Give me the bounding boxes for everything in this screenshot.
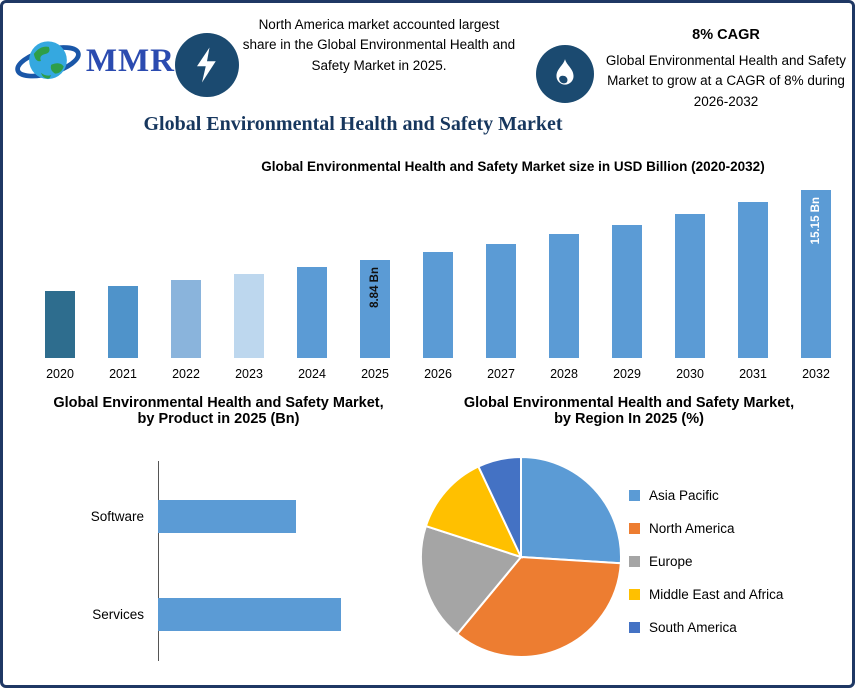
pie-slice-europe <box>419 524 523 636</box>
x-axis-label: 2023 <box>235 367 263 381</box>
bar-column-2025: 8.84 Bn 2025 <box>358 189 392 381</box>
legend-swatch <box>629 622 640 633</box>
product-bar-software <box>158 499 296 533</box>
bar-column-2029: 2029 <box>610 189 644 381</box>
pie-slice-north-america <box>455 555 622 658</box>
flame-badge <box>536 45 594 103</box>
legend-label: Europe <box>649 554 693 569</box>
bar-2025: 8.84 Bn <box>360 260 390 358</box>
bar-value-label: 8.84 Bn <box>369 267 381 308</box>
lightning-badge <box>175 33 239 97</box>
product-chart-plot: Software Services <box>31 461 406 661</box>
bar-2031 <box>738 202 768 358</box>
bar-2029 <box>612 225 642 358</box>
legend-item-europe: Europe <box>629 545 783 578</box>
y-axis-line <box>158 461 159 661</box>
page-title: Global Environmental Health and Safety M… <box>143 113 563 135</box>
product-label: Software <box>90 508 144 524</box>
pie-slice-middle-east-and-africa <box>424 465 523 559</box>
x-axis-label: 2030 <box>676 367 704 381</box>
x-axis-label: 2026 <box>424 367 452 381</box>
x-axis-label: 2021 <box>109 367 137 381</box>
bar-2028 <box>549 234 579 358</box>
pie-slice-south-america <box>477 455 522 558</box>
region-chart: Global Environmental Health and Safety M… <box>411 395 847 681</box>
north-america-note: North America market accounted largest s… <box>242 17 516 73</box>
flame-icon <box>556 59 574 85</box>
bar-2026 <box>423 252 453 358</box>
region-chart-title: Global Environmental Health and Safety M… <box>463 395 795 427</box>
bar-column-2021: 2021 <box>106 189 140 381</box>
market-size-chart-title: Global Environmental Health and Safety M… <box>261 159 765 174</box>
x-axis-label: 2032 <box>802 367 830 381</box>
x-axis-label: 2022 <box>172 367 200 381</box>
bar-column-2026: 2026 <box>421 189 455 381</box>
bar-2030 <box>675 214 705 358</box>
bar-column-2020: 2020 <box>43 189 77 381</box>
x-axis-label: 2028 <box>550 367 578 381</box>
bar-2023 <box>234 274 264 358</box>
legend-label: South America <box>649 620 737 635</box>
bar-2032: 15.15 Bn <box>801 190 831 358</box>
bar-value-label: 15.15 Bn <box>810 197 822 245</box>
bar-column-2024: 2024 <box>295 189 329 381</box>
legend-item-south-america: South America <box>629 611 783 644</box>
bar-2020 <box>45 291 75 358</box>
bar-column-2023: 2023 <box>232 189 266 381</box>
bar-2021 <box>108 286 138 358</box>
bar-column-2027: 2027 <box>484 189 518 381</box>
mmr-logo: MMR <box>15 25 175 97</box>
legend-swatch <box>629 490 640 501</box>
legend-item-middle-east-and-africa: Middle East and Africa <box>629 578 783 611</box>
x-axis-label: 2029 <box>613 367 641 381</box>
cagr-block: 8% CAGR Global Environmental Health and … <box>605 27 847 112</box>
bar-column-2031: 2031 <box>736 189 770 381</box>
legend-swatch <box>629 556 640 567</box>
legend-label: Middle East and Africa <box>649 587 784 602</box>
lightning-icon <box>197 47 216 83</box>
x-axis-label: 2031 <box>739 367 767 381</box>
bar-column-2022: 2022 <box>169 189 203 381</box>
legend-item-asia-pacific: Asia Pacific <box>629 479 783 512</box>
bar-column-2032: 15.15 Bn 2032 <box>799 189 833 381</box>
x-axis-label: 2027 <box>487 367 515 381</box>
x-axis-label: 2020 <box>46 367 74 381</box>
product-chart-title: Global Environmental Health and Safety M… <box>53 395 384 427</box>
pie-slice-asia-pacific <box>520 455 622 565</box>
product-row-software: Software <box>31 499 296 533</box>
region-pie <box>419 455 622 658</box>
bar-2022 <box>171 280 201 358</box>
bar-2027 <box>486 244 516 358</box>
legend-swatch <box>629 523 640 534</box>
x-axis-label: 2025 <box>361 367 389 381</box>
product-chart: Global Environmental Health and Safety M… <box>31 395 406 675</box>
cagr-note: Global Environmental Health and Safety M… <box>605 53 847 109</box>
x-axis-label: 2024 <box>298 367 326 381</box>
bar-column-2030: 2030 <box>673 189 707 381</box>
legend-swatch <box>629 589 640 600</box>
globe-icon <box>15 41 81 80</box>
bar-2024 <box>297 267 327 358</box>
product-label: Services <box>92 606 144 622</box>
legend-label: Asia Pacific <box>649 488 719 503</box>
product-row-services: Services <box>31 597 341 631</box>
legend-label: North America <box>649 521 735 536</box>
bar-column-2028: 2028 <box>547 189 581 381</box>
cagr-heading: 8% CAGR <box>692 27 760 43</box>
product-bar-services <box>158 597 341 631</box>
region-legend: Asia Pacific North America Europe Middle Ea… <box>629 479 783 644</box>
logo-text: MMR <box>85 42 175 79</box>
market-size-chart: Global Environmental Health and Safety M… <box>43 155 833 383</box>
bar-chart-plot: 2020 2021 2022 2023 2024 8.84 Bn 2025 2026 2027 2… <box>43 189 833 381</box>
legend-item-north-america: North America <box>629 512 783 545</box>
